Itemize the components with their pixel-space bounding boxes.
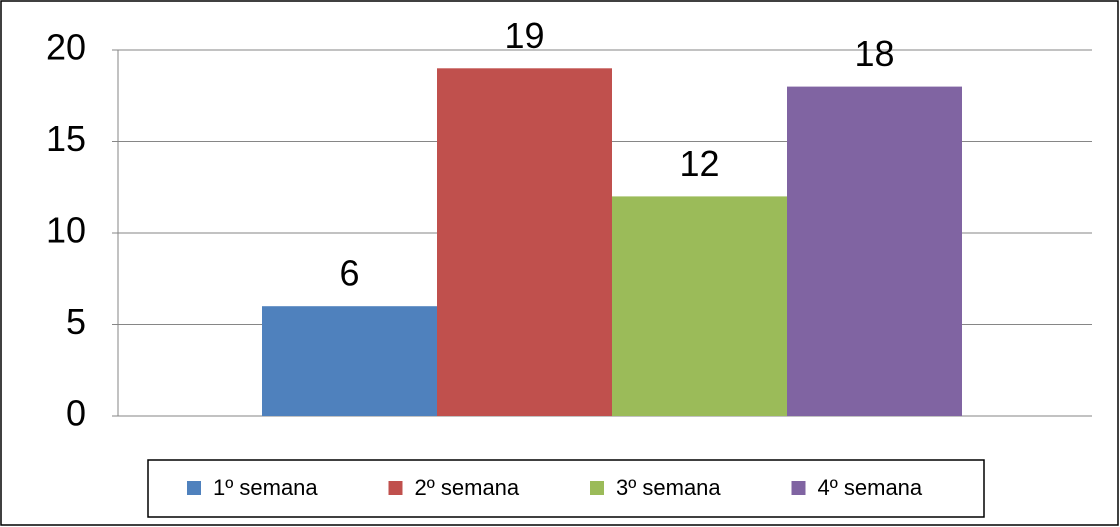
bar bbox=[612, 196, 787, 416]
legend-swatch bbox=[590, 481, 604, 495]
data-label: 6 bbox=[339, 253, 359, 294]
legend-swatch bbox=[187, 481, 201, 495]
y-tick-label: 15 bbox=[46, 118, 86, 159]
legend-label: 3º semana bbox=[616, 475, 721, 500]
y-tick-label: 0 bbox=[66, 393, 86, 434]
y-tick-label: 20 bbox=[46, 27, 86, 68]
legend-swatch bbox=[791, 481, 806, 495]
legend-label: 1º semana bbox=[213, 475, 318, 500]
y-tick-label: 10 bbox=[46, 210, 86, 251]
legend-box bbox=[147, 459, 985, 518]
legend-label: 2º semana bbox=[415, 475, 520, 500]
bar bbox=[262, 306, 437, 416]
bar bbox=[437, 68, 612, 417]
y-tick-label: 5 bbox=[66, 301, 86, 342]
data-label: 18 bbox=[854, 33, 894, 74]
legend-label: 4º semana bbox=[818, 475, 923, 500]
bar bbox=[787, 86, 962, 416]
legend-swatch bbox=[388, 481, 403, 495]
data-label: 12 bbox=[679, 143, 719, 184]
data-label: 19 bbox=[504, 15, 544, 56]
